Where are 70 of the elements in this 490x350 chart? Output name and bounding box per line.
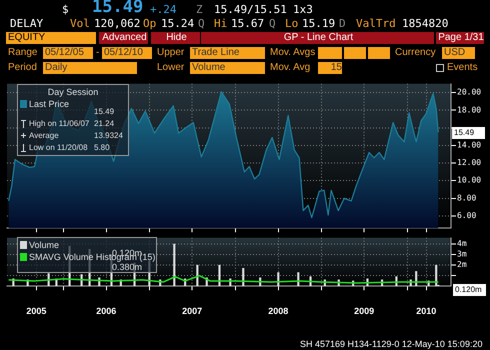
text: Q — [269, 17, 276, 30]
text: 0.120m — [453, 284, 486, 296]
text: EQUITY — [6, 32, 96, 44]
text: 15.24 — [161, 17, 194, 30]
annotation: Low on 11/20/08 — [29, 142, 88, 154]
text: DELAY — [10, 17, 44, 30]
x-tick-label: 2010 — [416, 306, 436, 316]
text: ValTrd — [356, 17, 396, 30]
text: Q — [198, 17, 205, 30]
x-tick-label: 2006 — [96, 306, 116, 316]
y-tick-label: 14.00 — [457, 140, 482, 150]
text: - — [96, 47, 100, 59]
text: 15.49/15.51 — [214, 3, 287, 16]
text: 15 — [318, 62, 342, 74]
text: 120,062 — [94, 17, 140, 30]
text: 15.67 — [231, 17, 264, 30]
text: Mov. Avg — [270, 62, 310, 74]
text: D — [339, 17, 346, 30]
y-tick-label: 3m — [457, 250, 467, 259]
x-tick-label: 2007 — [182, 306, 202, 316]
text: Advanced — [99, 32, 148, 44]
y-tick-label: 18.00 — [457, 105, 482, 114]
annotation: 5.80 — [94, 142, 110, 154]
text: Range — [8, 47, 38, 59]
text: Trade Line — [190, 47, 265, 59]
text: Lower — [157, 62, 184, 74]
annotation: 15.49 — [94, 106, 114, 118]
text: Mov. Avgs — [270, 47, 316, 59]
y-tick-label: 2m — [457, 260, 467, 270]
text: Upper — [157, 47, 184, 59]
text: GP - Line Chart — [201, 32, 434, 44]
y-tick-label: 4m — [457, 239, 467, 248]
text: Period — [8, 62, 37, 74]
legend-title: Day Session — [46, 87, 100, 97]
text: +.24 — [150, 3, 176, 16]
text: Volume — [190, 62, 265, 74]
text: 1x3 — [293, 3, 313, 16]
annotation: Average — [29, 130, 59, 142]
y-tick-label: 6.00 — [457, 210, 476, 220]
text: 1854820 — [402, 17, 448, 30]
text: USD — [442, 47, 475, 59]
text: Z — [196, 3, 203, 16]
y-tick-label: 10.00 — [457, 176, 482, 185]
annotation: 0.380m — [112, 262, 142, 273]
legend-label: Volume — [29, 240, 60, 250]
x-tick-label: 2005 — [26, 306, 46, 316]
text: Daily — [43, 62, 137, 74]
y-tick-label: 8.00 — [457, 193, 476, 202]
text: Op — [143, 17, 156, 30]
annotation: High on 11/06/07 — [29, 118, 90, 130]
text: 15.49 — [452, 127, 485, 139]
y-tick-label: 12.00 — [457, 158, 482, 168]
text: Hide — [151, 32, 200, 44]
text: 15.19 — [302, 17, 336, 30]
text: Hi — [214, 17, 228, 30]
text: $ — [62, 3, 69, 16]
text: Currency — [395, 47, 436, 59]
text: 05/12/05 — [43, 47, 93, 59]
text: Lo — [285, 17, 298, 30]
annotation: 21.24 — [94, 118, 114, 130]
text: 05/12/10 — [102, 47, 152, 59]
annotation: 13.9324 — [94, 130, 123, 142]
legend-label: Last Price — [29, 99, 70, 109]
text: Events — [447, 62, 478, 74]
text: Page 1/31 — [436, 32, 484, 44]
x-tick-label: 2009 — [354, 306, 374, 316]
x-tick-label: 2008 — [268, 306, 288, 316]
text: SH 457169 H134-1129-0 12-May-10 15:09:20 — [300, 338, 482, 350]
text: Vol — [70, 17, 90, 30]
y-tick-label: 20.00 — [457, 88, 482, 97]
